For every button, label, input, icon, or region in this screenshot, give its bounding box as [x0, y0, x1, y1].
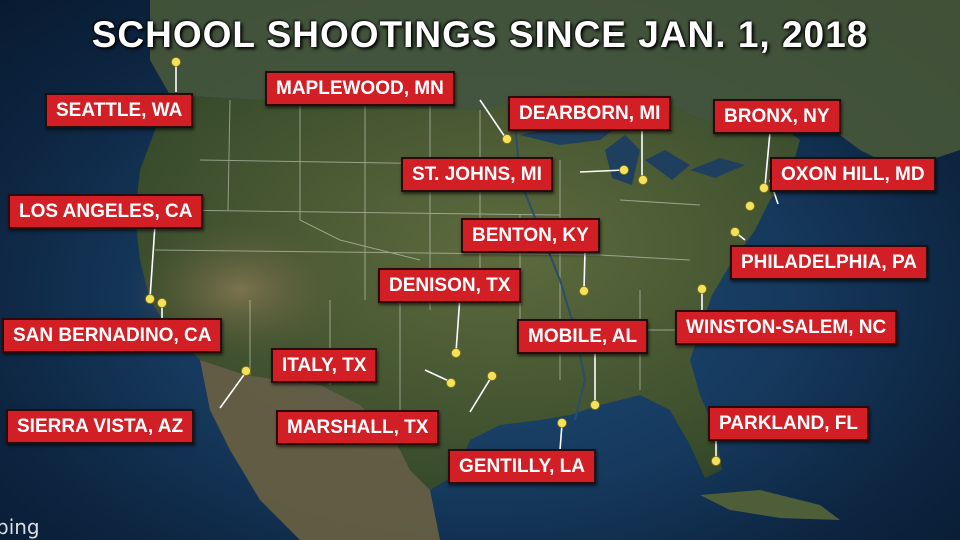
location-label-dearborn: DEARBORN, MI: [508, 96, 672, 131]
marker-st-johns: [619, 165, 629, 175]
page-title: SCHOOL SHOOTINGS SINCE JAN. 1, 2018: [91, 14, 869, 55]
location-label-bronx: BRONX, NY: [713, 99, 841, 134]
marker-winston-salem: [697, 284, 707, 294]
location-label-maplewood: MAPLEWOOD, MN: [265, 71, 455, 106]
great-lakes: [520, 120, 745, 185]
mexico-landmass: [200, 360, 440, 540]
marker-los-angeles: [145, 294, 155, 304]
marker-marshall: [487, 371, 497, 381]
marker-oxon-hill: [745, 201, 755, 211]
location-label-parkland: PARKLAND, FL: [708, 406, 869, 441]
leader-lines: [149, 62, 779, 460]
location-label-gentilly: GENTILLY, LA: [448, 449, 596, 484]
location-label-seattle: SEATTLE, WA: [45, 93, 194, 128]
location-label-st-johns: ST. JOHNS, MI: [401, 157, 553, 192]
location-label-denison: DENISON, TX: [378, 268, 522, 303]
location-label-philadelphia: PHILADELPHIA, PA: [730, 245, 928, 280]
location-label-san-bernadino: SAN BERNADINO, CA: [2, 318, 223, 353]
marker-dearborn: [638, 175, 648, 185]
marker-philadelphia: [730, 227, 740, 237]
marker-seattle: [171, 57, 181, 67]
marker-san-bernadino: [157, 298, 167, 308]
location-label-winston-salem: WINSTON-SALEM, NC: [675, 310, 898, 345]
marker-denison: [451, 348, 461, 358]
location-label-benton: BENTON, KY: [461, 218, 600, 253]
canada-landmass: [150, 0, 960, 170]
marker-parkland: [711, 456, 721, 466]
location-markers: [145, 57, 769, 466]
location-label-oxon-hill: OXON HILL, MD: [770, 157, 936, 192]
location-label-los-angeles: LOS ANGELES, CA: [8, 194, 204, 229]
marker-mobile: [590, 400, 600, 410]
marker-benton: [579, 286, 589, 296]
cuba-landmass: [700, 490, 840, 520]
location-label-sierra-vista: SIERRA VISTA, AZ: [6, 409, 195, 444]
location-label-italy: ITALY, TX: [271, 348, 378, 383]
location-label-marshall: MARSHALL, TX: [276, 410, 440, 445]
marker-italy: [446, 378, 456, 388]
marker-gentilly: [557, 418, 567, 428]
marker-bronx: [759, 183, 769, 193]
bing-logo: bing: [0, 515, 40, 539]
location-label-mobile: MOBILE, AL: [517, 319, 649, 354]
marker-sierra-vista: [241, 366, 251, 376]
marker-maplewood: [502, 134, 512, 144]
